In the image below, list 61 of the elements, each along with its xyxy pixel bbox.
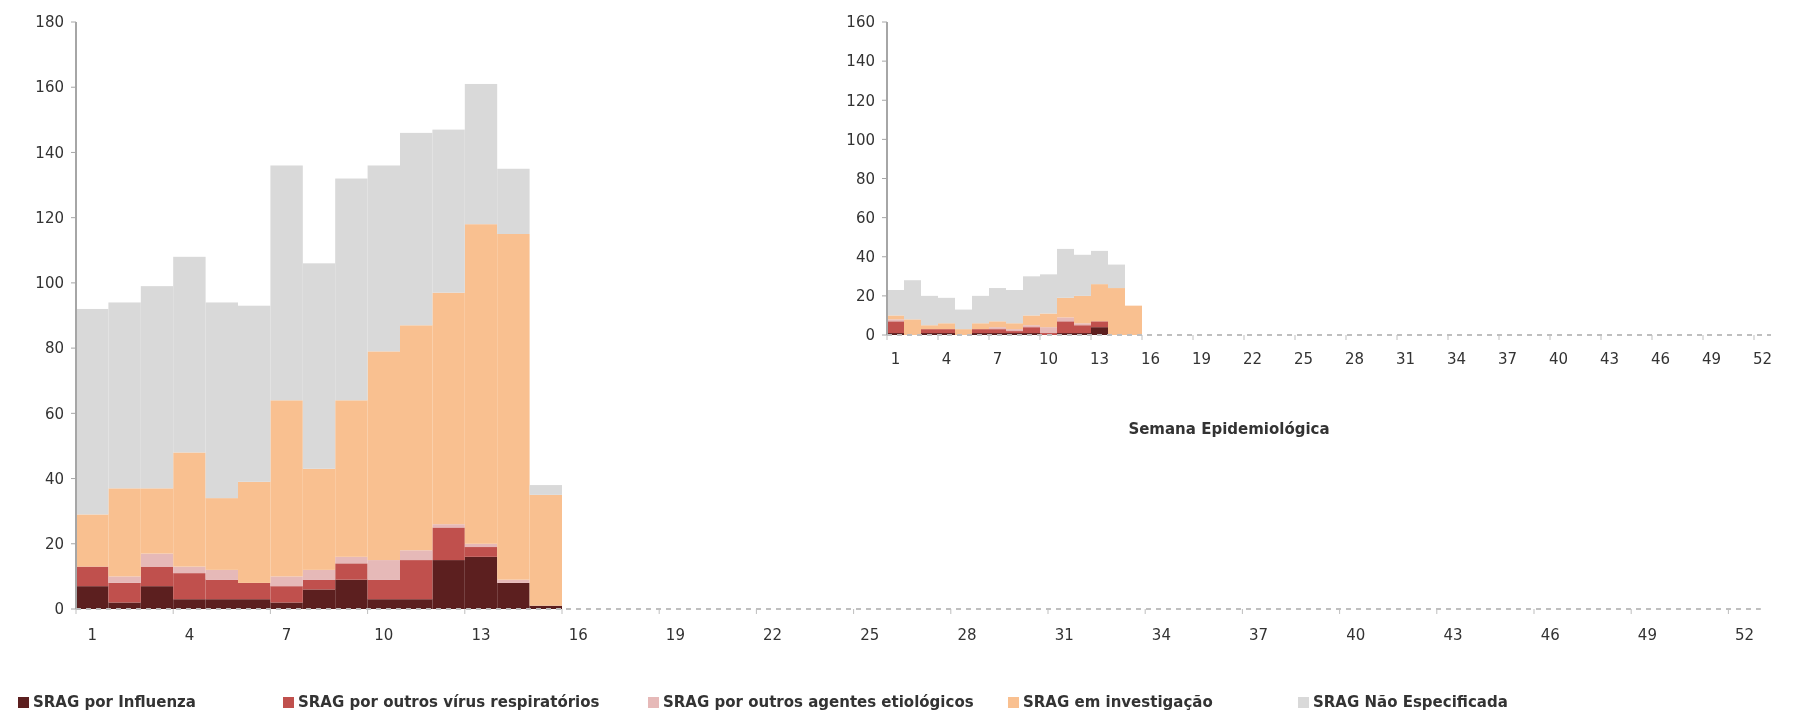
x-tick-label: 49	[1637, 626, 1657, 644]
x-tick-label: 52	[1752, 350, 1773, 368]
x-tick-label: 10	[1038, 350, 1059, 368]
y-tick-label: 100	[35, 274, 64, 293]
y-tick-label: 120	[35, 208, 64, 227]
x-tick-label: 37	[1497, 350, 1518, 368]
x-tick-label: 13	[471, 626, 491, 644]
x-tick-label: 34	[1446, 350, 1467, 368]
y-tick-label: 20	[855, 287, 875, 306]
y-tick-label: 120	[846, 91, 875, 110]
x-tick-label: 37	[1249, 626, 1269, 644]
legend-label: SRAG por outros agentes etiológicos	[663, 693, 974, 711]
x-tick-label: 22	[1242, 350, 1263, 368]
x-tick-label: 40	[1548, 350, 1569, 368]
x-tick-label: 19	[665, 626, 685, 644]
y-tick-label: 180	[35, 13, 64, 32]
x-tick-label: 19	[1191, 350, 1212, 368]
y-tick-label: 160	[35, 78, 64, 97]
legend-label: SRAG por Influenza	[33, 693, 196, 711]
x-tick-label: 4	[184, 626, 195, 644]
x-tick-label: 22	[763, 626, 783, 644]
x-tick-label: 43	[1599, 350, 1620, 368]
x-tick-label: 46	[1540, 626, 1560, 644]
y-tick-label: 140	[846, 52, 875, 71]
x-tick-label: 34	[1151, 626, 1171, 644]
y-tick-label: 0	[54, 600, 64, 619]
x-tick-label: 1	[87, 626, 97, 644]
legend-label: SRAG em investigação	[1023, 693, 1213, 711]
x-tick-label: 7	[992, 350, 1003, 368]
y-tick-label: 40	[855, 248, 875, 266]
y-tick-label: 160	[846, 13, 875, 32]
x-tick-label: 13	[1089, 350, 1110, 368]
y-tick-label: 20	[44, 535, 64, 554]
y-tick-label: 40	[44, 469, 64, 488]
x-tick-label: 31	[1395, 350, 1416, 368]
y-tick-label: 80	[855, 169, 875, 188]
y-tick-label: 80	[44, 339, 64, 358]
x-tick-label: 40	[1346, 626, 1366, 644]
x-tick-label: 1	[890, 350, 901, 368]
x-tick-label: 16	[1140, 350, 1161, 368]
x-tick-label: 43	[1443, 626, 1463, 644]
x-tick-label: 4	[941, 350, 952, 368]
x-tick-label: 31	[1054, 626, 1074, 644]
y-tick-label: 60	[855, 208, 875, 227]
x-tick-label: 49	[1701, 350, 1722, 368]
x-tick-label: 10	[374, 626, 394, 644]
x-tick-label: 28	[1344, 350, 1365, 368]
y-tick-label: 0	[865, 326, 875, 345]
legend-label: SRAG por outros vírus respiratórios	[298, 693, 600, 711]
x-tick-label: 46	[1650, 350, 1671, 368]
x-tick-label: 7	[281, 626, 292, 644]
x-tick-label: 28	[957, 626, 977, 644]
x-tick-label: 52	[1735, 626, 1755, 644]
x-tick-label: 25	[860, 626, 880, 644]
x-axis-title: Semana Epidemiológica	[1128, 420, 1330, 438]
y-tick-label: 140	[35, 143, 64, 162]
legend-label: SRAG Não Especificada	[1313, 693, 1508, 711]
y-tick-label: 100	[846, 130, 875, 149]
y-tick-label: 60	[44, 404, 64, 423]
x-tick-label: 16	[568, 626, 588, 644]
x-tick-label: 25	[1293, 350, 1314, 368]
